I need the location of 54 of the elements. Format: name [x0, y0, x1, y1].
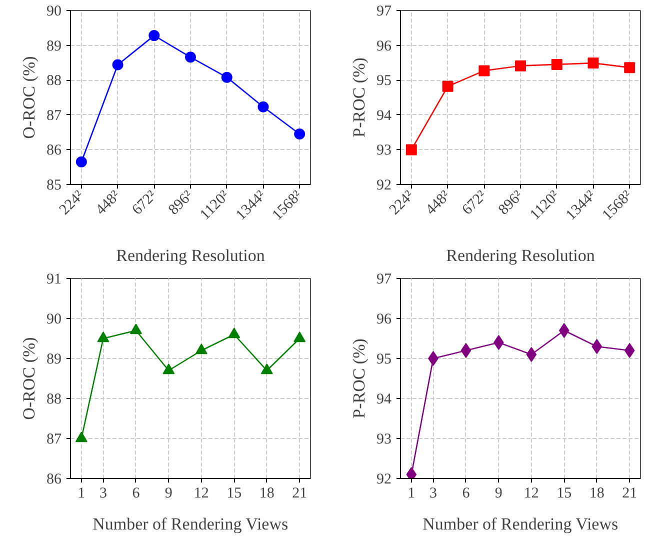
- y-axis-title: P-ROC (%): [350, 58, 368, 138]
- x-tick-label: 1: [78, 486, 86, 502]
- y-axis-title: O-ROC (%): [20, 56, 38, 139]
- y-tick-label: 89: [46, 352, 62, 368]
- x-axis-title: Number of Rendering Views: [422, 514, 618, 534]
- x-tick-label: 21: [622, 486, 638, 502]
- y-tick-label: 94: [376, 392, 392, 408]
- x-tick-label: 18: [589, 486, 604, 502]
- y-tick-label: 92: [376, 472, 392, 488]
- x-tick-label: 21: [292, 486, 308, 502]
- x-tick-label: 9: [494, 486, 502, 502]
- x-tick-label: 12: [194, 486, 209, 502]
- y-tick-label: 86: [46, 142, 62, 159]
- x-tick-label: 672²: [459, 187, 490, 218]
- y-tick-label: 96: [376, 38, 392, 54]
- y-tick-label: 90: [46, 4, 62, 20]
- y-tick-label: 86: [46, 472, 62, 488]
- x-tick-label: 896²: [496, 187, 527, 218]
- x-tick-label: 1: [408, 486, 416, 502]
- y-tick-label: 95: [376, 73, 392, 90]
- y-tick-label: 88: [46, 73, 62, 90]
- y-tick-label: 87: [46, 432, 62, 448]
- x-tick-label: 9: [164, 486, 172, 502]
- y-tick-label: 88: [46, 392, 62, 408]
- y-tick-label: 90: [46, 312, 62, 328]
- x-tick-label: 15: [226, 486, 242, 502]
- x-tick-label: 6: [462, 486, 470, 502]
- x-tick-label: 448²: [423, 187, 454, 218]
- y-tick-label: 93: [376, 142, 392, 159]
- y-tick-label: 94: [376, 108, 392, 124]
- y-tick-label: 97: [376, 4, 392, 20]
- y-tick-label: 92: [376, 178, 392, 194]
- x-tick-label: 448²: [93, 187, 124, 218]
- y-tick-label: 95: [376, 352, 392, 368]
- y-tick-label: 87: [46, 108, 62, 124]
- y-tick-label: 97: [376, 272, 392, 288]
- x-tick-label: 15: [556, 486, 572, 502]
- x-tick-label: 18: [259, 486, 274, 502]
- x-tick-label: 672²: [129, 187, 160, 218]
- x-tick-label: 6: [132, 486, 140, 502]
- y-tick-label: 93: [376, 432, 392, 448]
- y-tick-label: 91: [46, 272, 62, 288]
- y-axis-title: O-ROC (%): [20, 337, 38, 420]
- y-axis-title: P-ROC (%): [350, 338, 368, 418]
- x-tick-label: 896²: [166, 187, 197, 218]
- y-tick-label: 85: [46, 178, 62, 194]
- x-tick-label: 3: [99, 486, 107, 502]
- x-axis-title: Rendering Resolution: [446, 246, 596, 266]
- y-tick-label: 96: [376, 312, 392, 328]
- x-axis-title: Rendering Resolution: [116, 246, 266, 266]
- y-tick-label: 89: [46, 38, 62, 54]
- x-axis-title: Number of Rendering Views: [92, 514, 288, 534]
- x-tick-label: 3: [429, 486, 437, 502]
- x-tick-label: 12: [524, 486, 539, 502]
